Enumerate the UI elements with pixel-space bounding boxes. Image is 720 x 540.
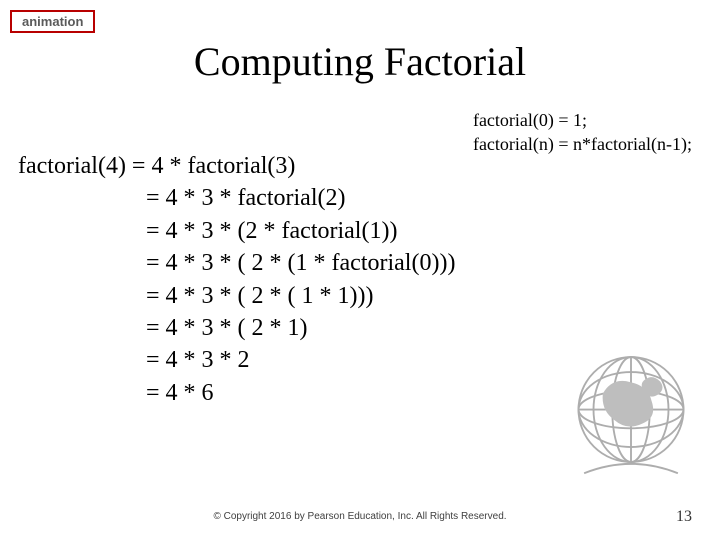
expansion-line-4: = 4 * 3 * ( 2 * ( 1 * 1))) — [18, 280, 374, 312]
expansion-line-1: = 4 * 3 * factorial(2) — [18, 182, 345, 214]
expansion-line-2: = 4 * 3 * (2 * factorial(1)) — [18, 215, 397, 247]
expansion-line-7: = 4 * 6 — [18, 377, 214, 409]
slide-title: Computing Factorial — [0, 38, 720, 85]
expansion-line-5: = 4 * 3 * ( 2 * 1) — [18, 312, 308, 344]
expansion-line-3: = 4 * 3 * ( 2 * (1 * factorial(0))) — [18, 247, 455, 279]
definition-recursive: factorial(n) = n*factorial(n-1); — [473, 132, 692, 156]
expansion-line-0: factorial(4) = 4 * factorial(3) — [18, 150, 455, 182]
definition-block: factorial(0) = 1; factorial(n) = n*facto… — [473, 108, 692, 157]
globe-icon — [556, 342, 706, 492]
animation-badge: animation — [10, 10, 95, 33]
expansion-block: factorial(4) = 4 * factorial(3) = 4 * 3 … — [18, 150, 455, 409]
expansion-line-6: = 4 * 3 * 2 — [18, 344, 250, 376]
copyright-footer: © Copyright 2016 by Pearson Education, I… — [0, 511, 720, 522]
page-number: 13 — [676, 508, 692, 526]
definition-base: factorial(0) = 1; — [473, 108, 692, 132]
